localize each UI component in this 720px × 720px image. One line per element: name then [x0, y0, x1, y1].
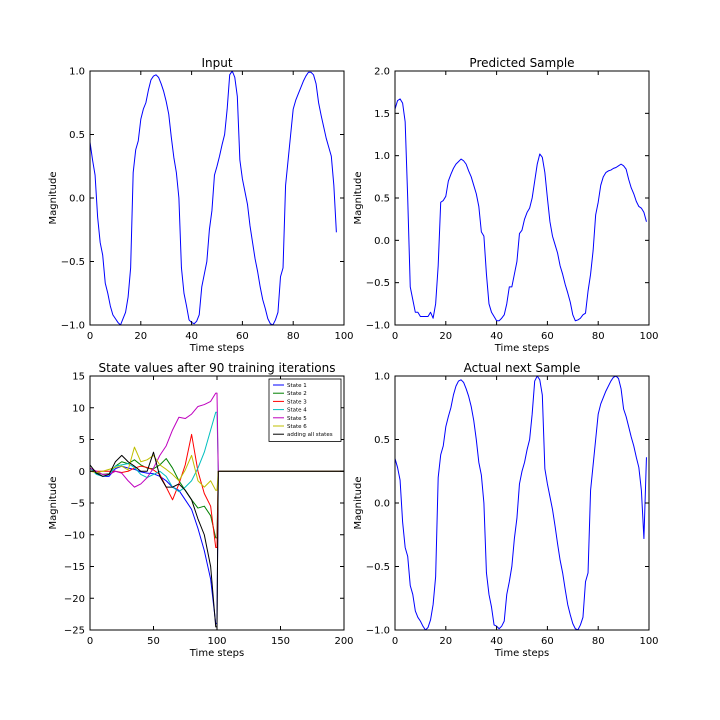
y-tick-label: −0.5 — [366, 562, 390, 573]
x-tick-label: 100 — [639, 331, 658, 342]
x-tick-label: 40 — [490, 636, 503, 647]
y-tick-label: 10 — [72, 403, 85, 414]
legend-box — [268, 378, 342, 442]
x-axis-label: Time steps — [494, 343, 550, 354]
y-tick-label: −10 — [64, 530, 85, 541]
x-tick-label: 40 — [185, 331, 198, 342]
x-axis-label: Time steps — [189, 343, 245, 354]
x-tick-label: 80 — [287, 331, 300, 342]
subplot-title: Actual next Sample — [464, 361, 581, 375]
series-line-state-6 — [90, 446, 344, 491]
y-axis-label: Magnitude — [48, 477, 59, 530]
y-tick-label: 1.0 — [69, 67, 85, 78]
series-group — [90, 71, 337, 325]
x-tick-label: 0 — [392, 636, 398, 647]
y-tick-label: 0.5 — [374, 194, 390, 205]
x-axis-label: Time steps — [189, 648, 245, 659]
series-group — [395, 98, 647, 322]
subplot-title: State values after 90 training iteration… — [99, 361, 336, 375]
subplot-title: Predicted Sample — [469, 56, 574, 70]
y-tick-label: 0.0 — [374, 499, 390, 510]
y-tick-label: −15 — [64, 562, 85, 573]
legend: State 1 State 2 State 3 State 4 State 5 State… — [268, 378, 342, 442]
y-tick-label: −20 — [64, 594, 85, 605]
subplot-title: Input — [201, 56, 232, 70]
x-tick-label: 100 — [639, 636, 658, 647]
y-tick-label: 0.5 — [69, 130, 85, 141]
y-tick-label: 0.5 — [374, 435, 390, 446]
y-tick-label: 0.0 — [374, 236, 390, 247]
subplot-4: 0 20 40 60 80 100 −1.0 −0.5 0.0 0.5 1.0 Actual next… — [353, 361, 659, 659]
y-tick-label: −0.5 — [366, 278, 390, 289]
series-line-1 — [395, 98, 647, 322]
x-tick-label: 60 — [541, 331, 554, 342]
x-tick-label: 20 — [134, 331, 147, 342]
x-tick-label: 0 — [87, 636, 93, 647]
x-tick-label: 20 — [439, 331, 452, 342]
y-tick-label: 2.0 — [374, 67, 390, 78]
y-tick-label: −5 — [70, 499, 85, 510]
legend-label-state-5: State 5 — [287, 416, 307, 422]
y-tick-label: −25 — [64, 626, 85, 637]
y-tick-label: 0.0 — [69, 194, 85, 205]
x-tick-label: 150 — [271, 636, 290, 647]
series-group — [90, 392, 344, 628]
x-tick-label: 200 — [334, 636, 353, 647]
y-tick-label: 15 — [72, 372, 85, 383]
y-tick-label: 1.0 — [374, 151, 390, 162]
x-tick-label: 0 — [87, 331, 93, 342]
legend-label-state-4: State 4 — [287, 408, 307, 414]
legend-label-state-6: State 6 — [287, 424, 307, 430]
x-tick-label: 60 — [236, 331, 249, 342]
legend-label-state-3: State 3 — [287, 399, 307, 405]
y-tick-label: −1.0 — [61, 321, 85, 332]
x-tick-label: 50 — [147, 636, 160, 647]
x-axis-label: Time steps — [494, 648, 550, 659]
x-tick-label: 80 — [592, 331, 605, 342]
y-tick-label: 1.5 — [374, 109, 390, 120]
x-tick-label: 40 — [490, 331, 503, 342]
subplot-3: 0 50 100 150 200 −25 −20 −15 −10 −5 0 5 10 15 State va… — [48, 361, 354, 659]
x-tick-label: 60 — [541, 636, 554, 647]
y-tick-label: 5 — [79, 435, 85, 446]
subplot-2: 0 20 40 60 80 100 −1.0 −0.5 0.0 0.5 1.0 1.5 2.0 Predi… — [353, 56, 659, 354]
y-axis-label: Magnitude — [353, 477, 364, 530]
series-line-adding-all-states — [90, 451, 344, 628]
x-tick-label: 0 — [392, 331, 398, 342]
y-tick-label: 0 — [79, 467, 85, 478]
x-tick-label: 100 — [207, 636, 226, 647]
series-line-state-1 — [90, 465, 344, 625]
y-axis-label: Magnitude — [48, 172, 59, 225]
legend-label-adding-all-states: adding all states — [287, 432, 333, 438]
x-tick-label: 80 — [592, 636, 605, 647]
series-line-1 — [395, 376, 647, 630]
y-axis-label: Magnitude — [353, 172, 364, 225]
y-tick-label: −1.0 — [366, 321, 390, 332]
series-line-1 — [90, 71, 337, 325]
series-group — [395, 376, 647, 630]
subplot-1: 0 20 40 60 80 100 −1.0 −0.5 0.0 0.5 1.0 Input Time s… — [48, 56, 354, 354]
series-line-state-5 — [90, 392, 344, 488]
y-tick-label: 1.0 — [374, 372, 390, 383]
y-tick-label: −0.5 — [61, 257, 85, 268]
y-tick-label: −1.0 — [366, 626, 390, 637]
legend-label-state-2: State 2 — [287, 391, 307, 397]
x-tick-label: 20 — [439, 636, 452, 647]
legend-label-state-1: State 1 — [287, 383, 307, 389]
x-tick-label: 100 — [334, 331, 353, 342]
